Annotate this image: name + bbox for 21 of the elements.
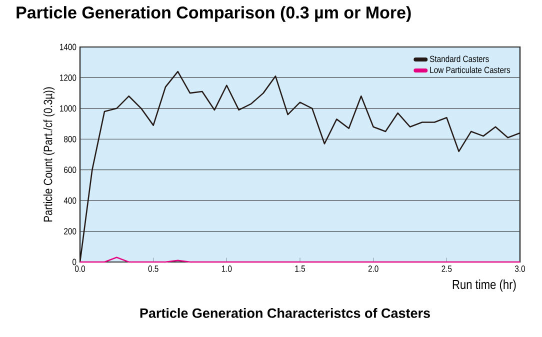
x-tick-label: 1.5 bbox=[295, 266, 305, 272]
x-axis-title: Run time (hr) bbox=[452, 280, 516, 292]
legend-label: Standard Casters bbox=[430, 55, 489, 62]
y-axis-title: Particle Count (Part./cf (0.3µ)) bbox=[43, 87, 55, 222]
y-tick-label: 1200 bbox=[60, 74, 76, 81]
y-tick-label: 800 bbox=[64, 136, 76, 142]
x-tick-label: 1.0 bbox=[222, 266, 232, 272]
y-tick-label: 0 bbox=[72, 258, 76, 266]
chart-title: Particle Generation Comparison (0.3 µm or More) bbox=[16, 6, 411, 22]
x-tick-label: 2.0 bbox=[368, 266, 378, 272]
y-tick-label: 1400 bbox=[60, 44, 76, 50]
y-tick-label: 400 bbox=[64, 197, 76, 204]
x-tick-label: 0.0 bbox=[74, 266, 86, 272]
x-tick-label: 3.0 bbox=[514, 266, 526, 272]
y-tick-label: 200 bbox=[64, 228, 76, 234]
y-tick-label: 600 bbox=[64, 166, 76, 174]
legend-label: Low Particulate Casters bbox=[430, 66, 510, 74]
x-tick-label: 2.5 bbox=[442, 266, 452, 272]
y-tick-label: 1000 bbox=[60, 105, 76, 112]
x-tick-label: 0.5 bbox=[148, 266, 158, 272]
text: Particle Generation Characteristcs of Casters bbox=[140, 308, 430, 318]
